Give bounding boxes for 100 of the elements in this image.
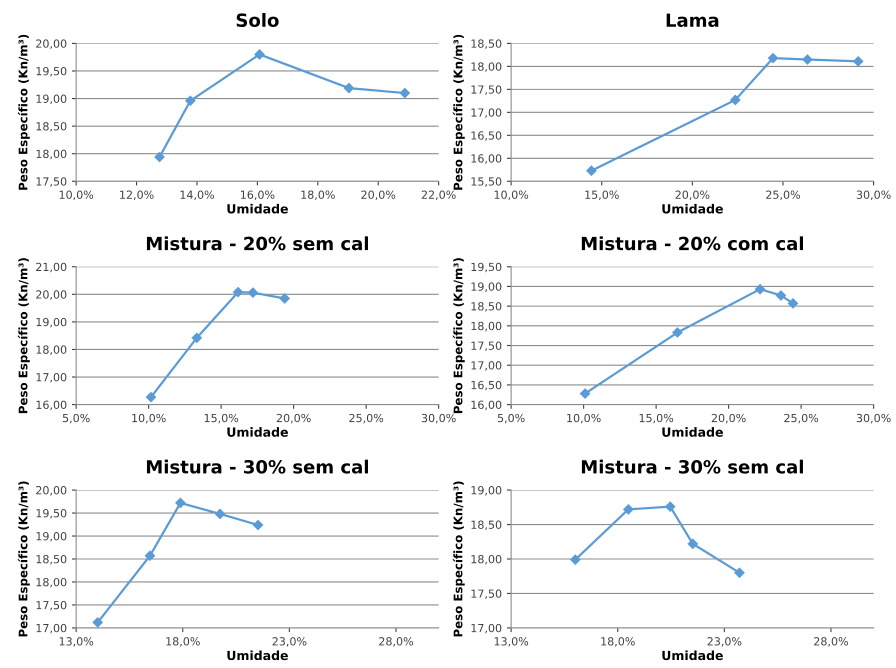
point xyxy=(214,508,226,520)
y-tick-label: 18,50 xyxy=(472,39,502,49)
y-tick-label: 21,00 xyxy=(36,262,66,272)
point xyxy=(802,54,813,65)
point xyxy=(344,82,354,94)
y-tick-label: 17,00 xyxy=(472,624,502,634)
x-axis-title: Umidade xyxy=(662,650,723,660)
y-axis-title: Peso Específico (Kn/m³) xyxy=(452,258,465,414)
chart-title: Mistura - 20% com cal xyxy=(582,236,804,250)
x-axis-title: Umidade xyxy=(227,650,288,660)
x-tick-label: 10,0% xyxy=(494,190,528,200)
x-tick-label: 12,0% xyxy=(120,190,154,200)
x-tick-label: 15,0% xyxy=(640,414,674,424)
x-tick-label: 30,0% xyxy=(422,414,456,424)
x-axis-title: Umidade xyxy=(227,204,288,214)
y-tick-label: 18,50 xyxy=(472,302,502,312)
y-axis-title: Peso Específico (Kn/m³) xyxy=(18,258,30,414)
y-axis-title: Peso Específico (Kn/m³) xyxy=(18,34,30,190)
x-tick-label: 10,0% xyxy=(132,414,166,424)
point xyxy=(252,520,264,530)
point xyxy=(400,88,410,98)
x-tick-label: 20,0% xyxy=(712,414,746,424)
y-tick-label: 18,50 xyxy=(472,520,502,530)
x-tick-label: 28,0% xyxy=(379,637,414,647)
x-tick-label: 28,0% xyxy=(814,637,848,647)
x-tick-label: 15,0% xyxy=(204,414,238,424)
x-tick-label: 30,0% xyxy=(856,414,891,424)
y-tick-label: 18,50 xyxy=(36,554,66,565)
point xyxy=(853,56,864,66)
x-tick-label: 13,0% xyxy=(60,637,94,647)
chart-title: Mistura - 30% sem cal xyxy=(146,460,368,474)
x-tick-label: 30,0% xyxy=(856,190,891,200)
y-tick-label: 17,50 xyxy=(36,177,66,187)
x-axis-title: Umidade xyxy=(662,427,723,437)
y-tick-label: 15,50 xyxy=(472,177,502,187)
y-tick-label: 20,00 xyxy=(36,486,66,496)
x-tick-label: 20,0% xyxy=(276,414,311,424)
x-axis-title: Umidade xyxy=(662,204,723,214)
point xyxy=(154,152,165,162)
y-tick-label: 19,50 xyxy=(472,262,502,272)
x-tick-label: 13,0% xyxy=(494,637,528,647)
point xyxy=(254,49,265,60)
x-tick-label: 5,0% xyxy=(498,414,525,424)
y-tick-label: 17,50 xyxy=(472,85,502,95)
x-tick-label: 10,0% xyxy=(60,190,94,200)
point xyxy=(788,298,798,308)
y-tick-label: 17,00 xyxy=(36,624,66,634)
chart-title: Mistura - 30% sem cal xyxy=(582,460,803,474)
point xyxy=(144,550,156,561)
point xyxy=(672,327,683,338)
x-tick-label: 18,0% xyxy=(601,637,635,647)
y-tick-label: 19,50 xyxy=(36,66,66,77)
y-tick-label: 20,00 xyxy=(36,39,66,49)
y-tick-label: 18,00 xyxy=(36,578,66,588)
point xyxy=(768,53,778,64)
y-axis-title: Peso Específico (Kn/m³) xyxy=(452,34,465,190)
y-axis-title: Peso Específico (Kn/m³) xyxy=(18,481,30,636)
x-tick-label: 15,0% xyxy=(585,190,619,200)
point xyxy=(586,166,597,176)
y-tick-label: 18,50 xyxy=(36,122,66,132)
x-tick-label: 20,0% xyxy=(361,190,396,200)
point xyxy=(754,284,766,294)
point xyxy=(580,388,590,399)
point xyxy=(570,554,580,565)
x-tick-label: 18,0% xyxy=(301,190,335,200)
x-tick-label: 18,0% xyxy=(166,637,200,647)
y-tick-label: 19,00 xyxy=(36,318,66,328)
chart-title: Mistura - 20% sem cal xyxy=(146,236,368,250)
y-tick-label: 16,50 xyxy=(472,131,502,141)
x-tick-label: 22,0% xyxy=(422,190,456,200)
x-tick-label: 10,0% xyxy=(567,414,601,424)
y-tick-label: 17,50 xyxy=(472,589,502,599)
point xyxy=(92,617,103,628)
y-tick-label: 17,00 xyxy=(36,373,66,383)
point xyxy=(146,392,156,402)
y-tick-label: 16,00 xyxy=(472,400,502,410)
y-tick-label: 18,00 xyxy=(472,322,502,332)
y-tick-label: 18,00 xyxy=(472,62,502,72)
chart-title: Solo xyxy=(236,13,279,28)
x-tick-label: 16,0% xyxy=(240,190,274,200)
y-tick-label: 16,50 xyxy=(472,380,502,390)
point xyxy=(623,504,634,514)
x-tick-label: 23,0% xyxy=(272,637,306,647)
x-tick-label: 25,0% xyxy=(766,190,800,200)
y-tick-label: 17,00 xyxy=(472,361,502,371)
y-tick-label: 18,00 xyxy=(36,150,66,160)
y-tick-label: 18,00 xyxy=(472,554,502,565)
y-tick-label: 19,00 xyxy=(36,94,66,104)
y-tick-label: 16,00 xyxy=(36,400,66,410)
point xyxy=(175,498,186,508)
point xyxy=(185,96,196,106)
point xyxy=(734,568,745,578)
y-tick-label: 17,00 xyxy=(472,108,502,118)
y-axis-title: Peso Específico (Kn/m³) xyxy=(452,481,465,636)
x-tick-label: 20,0% xyxy=(676,190,710,200)
x-tick-label: 5,0% xyxy=(62,414,90,424)
y-tick-label: 20,00 xyxy=(36,290,66,300)
x-tick-label: 25,0% xyxy=(784,414,818,424)
y-tick-label: 16,00 xyxy=(472,154,502,164)
chart-title: Lama xyxy=(666,14,718,28)
